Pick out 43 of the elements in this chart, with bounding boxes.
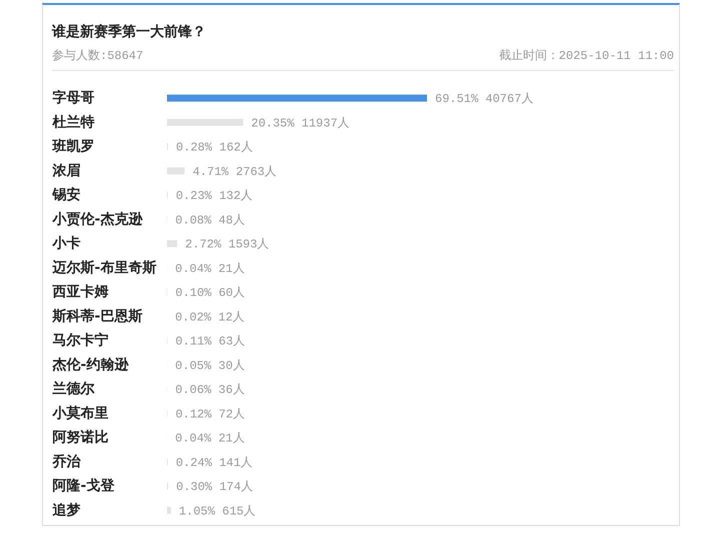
y-tick-label: 乔治 xyxy=(52,452,82,470)
y-tick-label: 小莫布里 xyxy=(52,405,108,422)
text: 截止时间：2025-10-11 11:00 xyxy=(498,48,674,64)
data-label: 69.51% 40767人 xyxy=(435,92,534,106)
data-label: 0.23% 132人 xyxy=(176,189,253,204)
data-label: 0.08% 48人 xyxy=(175,213,245,228)
data-label: 4.71% 2763人 xyxy=(192,164,277,179)
y-tick-label: 斯科蒂-巴恩斯 xyxy=(52,308,142,324)
y-tick-label: 小卡 xyxy=(52,236,80,252)
y-tick-label: 杰伦-约翰逊 xyxy=(52,356,130,373)
y-tick-label: 小贾伦-杰克逊 xyxy=(52,211,144,228)
data-label: 0.04% 21人 xyxy=(175,262,245,276)
chart-title: 谁是新赛季第一大前锋？ xyxy=(52,23,206,41)
data-label: 0.11% 63人 xyxy=(175,334,246,349)
y-tick-label: 迈尔斯-布里奇斯 xyxy=(52,258,156,276)
data-label: 0.10% 60人 xyxy=(175,286,245,300)
y-tick-label: 杜兰特 xyxy=(52,113,94,130)
y-tick-label: 西亚卡姆 xyxy=(52,284,108,300)
data-label: 0.06% 36人 xyxy=(175,383,245,398)
y-tick-label: 浓眉 xyxy=(52,162,80,179)
bar xyxy=(167,118,244,126)
y-tick-label: 阿隆-戈登 xyxy=(52,478,116,494)
data-label: 20.35% 11937人 xyxy=(251,116,350,130)
y-tick-label: 兰德尔 xyxy=(52,380,96,398)
data-label: 0.02% 12人 xyxy=(175,310,245,324)
y-tick-label: 追梦 xyxy=(52,502,82,518)
bar xyxy=(167,240,178,248)
y-tick-label: 班凯罗 xyxy=(52,138,94,155)
y-tick-label: 字母哥 xyxy=(52,89,94,106)
data-label: 2.72% 1593人 xyxy=(185,238,270,252)
bar xyxy=(167,167,185,174)
data-label: 0.24% 141人 xyxy=(176,456,253,470)
chart-subtitle: 参与人数:58647 xyxy=(52,48,144,64)
data-label: 0.30% 174人 xyxy=(176,480,253,494)
y-tick-label: 阿努诺比 xyxy=(52,430,108,446)
y-tick-label: 锡安 xyxy=(52,186,80,204)
data-label: 0.28% 162人 xyxy=(176,140,253,155)
bar xyxy=(167,94,427,102)
y-tick-label: 马尔卡宁 xyxy=(52,332,108,349)
data-label: 0.04% 21人 xyxy=(175,432,245,446)
data-label: 0.05% 30人 xyxy=(175,358,245,373)
data-label: 1.05% 615人 xyxy=(178,504,256,518)
data-label: 0.12% 72人 xyxy=(175,407,246,422)
